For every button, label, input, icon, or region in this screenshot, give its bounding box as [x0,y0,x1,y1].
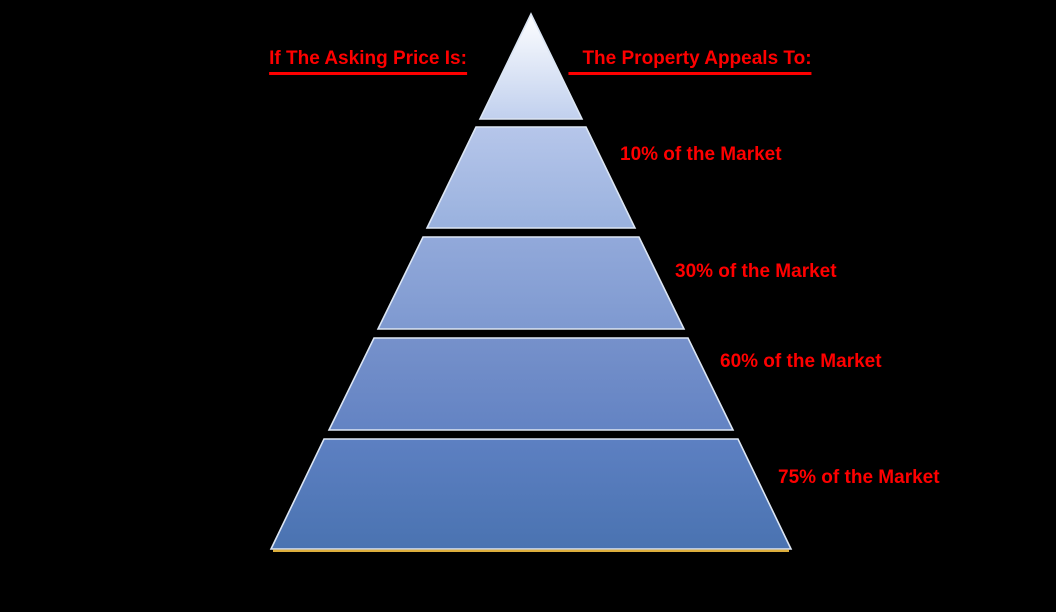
level-label-30-percent: 30% of the Market [675,261,837,282]
pyramid-level-30 [376,236,686,330]
title-asking-price: If The Asking Price Is: [269,47,467,75]
level-label-10-percent: 10% of the Market [620,144,782,165]
level-label-75-percent: 75% of the Market [778,467,940,488]
pyramid-level-10 [425,126,637,229]
title-property-appeals: The Property Appeals To: [568,47,812,75]
pyramid-level-75 [269,438,793,550]
pyramid-level-60 [327,337,735,431]
pyramid-level-apex [478,12,584,120]
level-label-60-percent: 60% of the Market [720,351,882,372]
